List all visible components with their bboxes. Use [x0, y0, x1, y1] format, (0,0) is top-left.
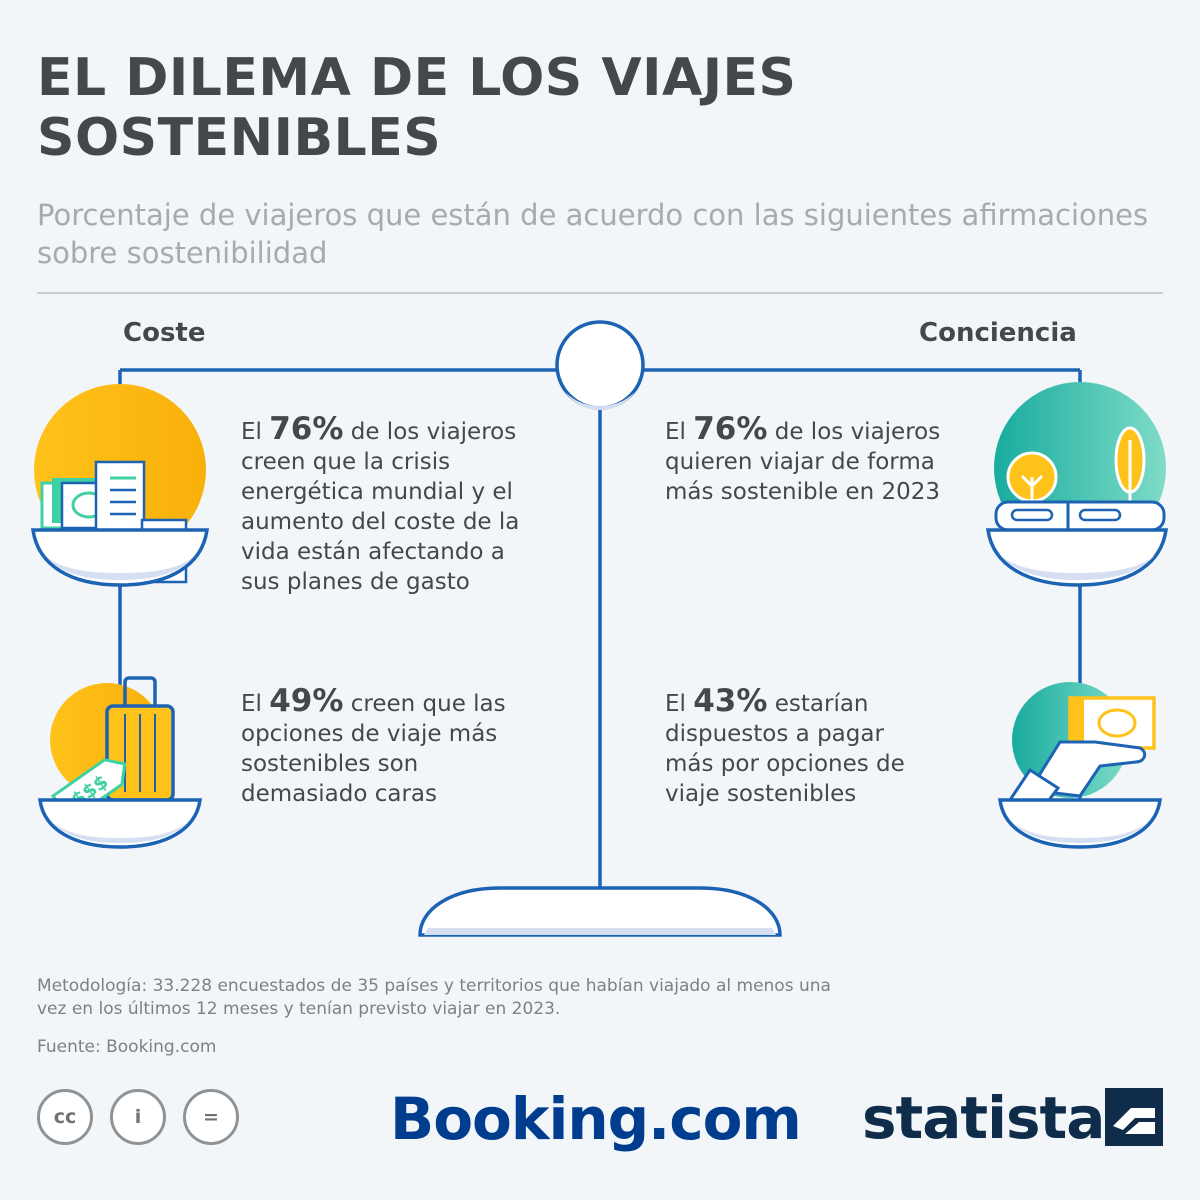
header-divider	[37, 292, 1163, 294]
booking-logo[interactable]: Booking.com	[390, 1085, 802, 1153]
statement-prefix: El	[241, 691, 270, 717]
page-title: EL DILEMA DE LOS VIAJES SOSTENIBLES	[37, 48, 797, 168]
methodology-note: Metodología: 33.228 encuestados de 35 pa…	[37, 976, 831, 1019]
statement-conciencia-1: El 76% de los viajeros quieren viajar de…	[665, 414, 955, 507]
scale-pivot	[555, 320, 645, 411]
statement-prefix: El	[665, 691, 694, 717]
statement-percent: 43%	[693, 683, 768, 719]
statement-percent: 76%	[693, 411, 768, 447]
scale-base	[418, 886, 782, 937]
statista-logo-text[interactable]: statista	[862, 1084, 1105, 1152]
cc-license-icon[interactable]: cc	[37, 1089, 93, 1145]
statement-conciencia-2: El 43% estarían dispuestos a pagar más p…	[665, 686, 935, 809]
train-trees-icon	[994, 382, 1166, 554]
hand-with-money-icon	[1007, 682, 1156, 814]
column-title-conciencia: Conciencia	[919, 318, 1077, 348]
statement-text: estarían dispuestos a pagar más por opci…	[665, 691, 905, 807]
source-note: Fuente: Booking.com	[37, 1037, 217, 1057]
no-derivatives-icon[interactable]: =	[183, 1089, 239, 1145]
scale-pan-left-top	[30, 528, 210, 587]
statement-text: de los viajeros quieren viajar de forma …	[665, 419, 941, 505]
statement-text: de los viajeros creen que la crisis ener…	[241, 419, 520, 595]
statement-percent: 76%	[269, 411, 344, 447]
page-subtitle: Porcentaje de viajeros que están de acue…	[37, 198, 1149, 270]
statement-coste-2: El 49% creen que las opciones de viaje m…	[241, 686, 511, 809]
statement-percent: 49%	[269, 683, 344, 719]
attribution-icon[interactable]: i	[110, 1089, 166, 1145]
statement-prefix: El	[241, 419, 270, 445]
column-title-coste: Coste	[123, 318, 206, 348]
statement-coste-1: El 76% de los viajeros creen que la cris…	[241, 414, 541, 597]
statista-logo-icon	[1105, 1088, 1163, 1146]
scale-pan-right-bottom	[997, 798, 1163, 849]
scale-pan-left-bottom	[37, 798, 203, 849]
scale-pan-right-top	[985, 528, 1169, 587]
statement-prefix: El	[665, 419, 694, 445]
statement-text: creen que las opciones de viaje más sost…	[241, 691, 506, 807]
